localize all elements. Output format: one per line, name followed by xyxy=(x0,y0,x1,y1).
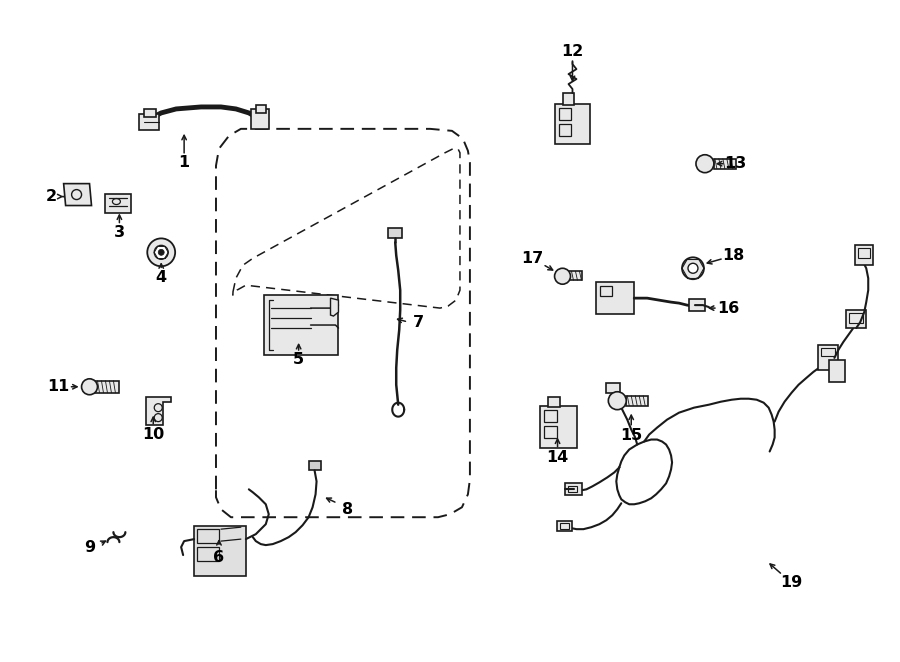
Text: 11: 11 xyxy=(48,379,70,395)
Bar xyxy=(600,286,612,296)
Bar xyxy=(140,114,159,130)
Bar xyxy=(256,105,266,113)
Bar xyxy=(547,397,560,406)
Bar xyxy=(714,159,736,169)
Text: 7: 7 xyxy=(412,314,424,330)
Text: 14: 14 xyxy=(546,450,569,465)
Text: 15: 15 xyxy=(620,428,643,443)
Text: 6: 6 xyxy=(213,549,224,565)
Bar xyxy=(559,124,572,136)
Text: 5: 5 xyxy=(293,352,304,367)
Bar xyxy=(562,271,582,280)
Bar xyxy=(562,93,574,105)
Text: 10: 10 xyxy=(142,427,165,442)
Circle shape xyxy=(158,250,164,256)
Bar xyxy=(626,396,648,406)
Circle shape xyxy=(148,238,176,266)
Bar xyxy=(859,248,870,258)
Bar xyxy=(309,461,320,471)
Bar xyxy=(388,228,402,238)
Bar xyxy=(560,523,570,529)
Bar xyxy=(544,426,556,438)
Bar xyxy=(264,295,338,355)
Circle shape xyxy=(696,155,714,173)
Text: 9: 9 xyxy=(84,540,95,555)
Bar xyxy=(607,383,620,393)
Circle shape xyxy=(554,268,571,284)
Bar xyxy=(144,109,157,117)
Bar xyxy=(597,282,634,314)
Bar xyxy=(95,381,120,393)
Bar xyxy=(544,410,556,422)
Circle shape xyxy=(82,379,97,395)
Bar xyxy=(830,360,845,382)
Text: 3: 3 xyxy=(113,225,125,240)
Bar xyxy=(846,310,866,328)
Bar xyxy=(540,406,578,448)
Bar xyxy=(251,109,269,129)
Text: 8: 8 xyxy=(342,502,353,517)
Bar xyxy=(197,547,219,561)
Bar xyxy=(818,345,839,370)
Circle shape xyxy=(682,258,704,279)
Bar xyxy=(556,521,572,531)
Bar xyxy=(559,108,572,120)
Bar xyxy=(568,487,578,493)
Text: 16: 16 xyxy=(716,301,739,316)
Bar xyxy=(564,483,582,495)
Text: 2: 2 xyxy=(46,189,58,204)
Bar xyxy=(194,526,246,576)
Polygon shape xyxy=(64,183,92,205)
Text: 1: 1 xyxy=(178,155,190,170)
Bar xyxy=(855,246,873,265)
Circle shape xyxy=(688,263,698,273)
Text: 17: 17 xyxy=(521,251,544,266)
Circle shape xyxy=(608,392,626,410)
Text: 4: 4 xyxy=(156,269,166,285)
Text: 12: 12 xyxy=(562,44,583,59)
Bar xyxy=(105,193,131,214)
Polygon shape xyxy=(147,397,171,424)
Bar xyxy=(197,529,219,543)
Text: 18: 18 xyxy=(723,248,745,263)
Circle shape xyxy=(154,246,168,260)
Text: 19: 19 xyxy=(780,575,803,591)
Bar xyxy=(554,104,590,144)
Bar xyxy=(850,313,863,323)
Bar xyxy=(689,299,705,311)
Polygon shape xyxy=(330,298,338,316)
Text: 13: 13 xyxy=(724,156,747,171)
Bar xyxy=(822,348,835,356)
